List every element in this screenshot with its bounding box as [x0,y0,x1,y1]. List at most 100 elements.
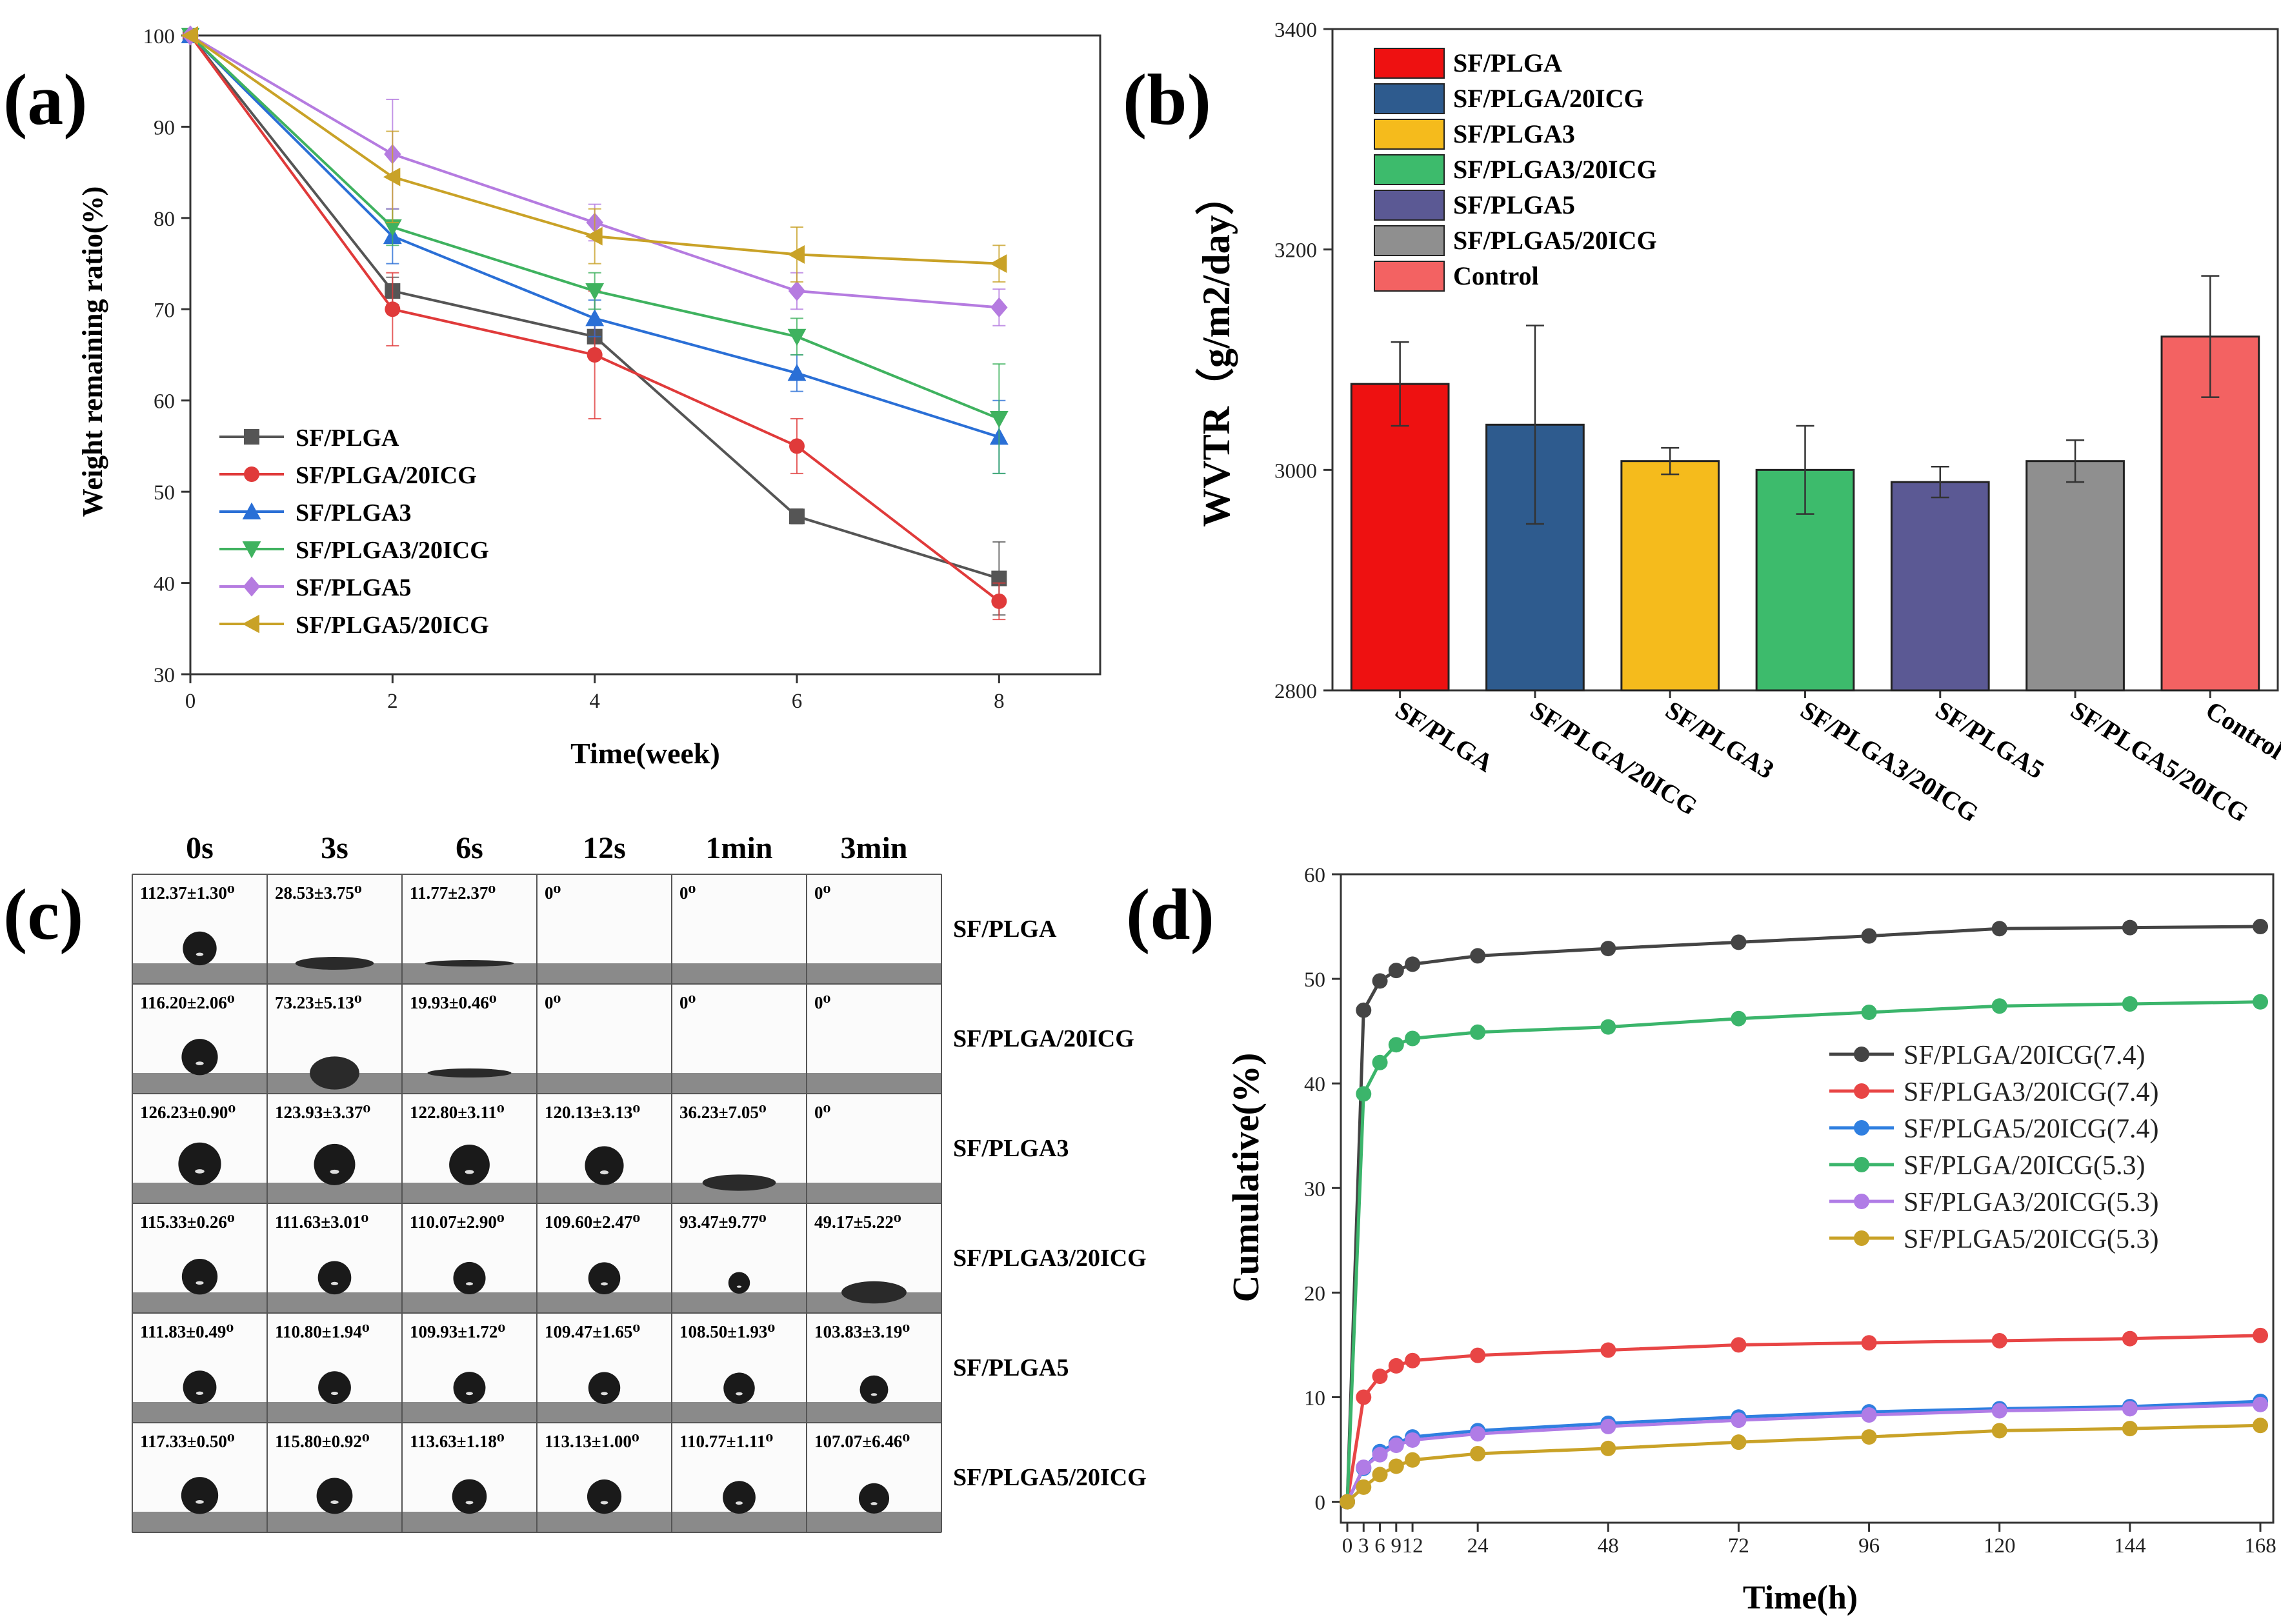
d-legend-marker-sf-plga3-20icg-5-3 [1854,1194,1869,1209]
panel-label-d: (d) [1126,875,1214,955]
c-droplet-sf-plga3-20icg [841,1281,907,1304]
d-point-sf-plga-20icg-7-4 [1861,928,1877,944]
a-point-sf-plga [789,508,805,525]
c-column-header-12s: 12s [583,831,626,865]
c-angle-label-sf-plga3-20icg: 111.63±3.01⁰ [275,1212,368,1232]
a-legend-marker-sf-plga5-20icg [242,614,259,634]
d-point-sf-plga5-20icg-5-3 [1388,1458,1404,1474]
a-point-sf-plga3-20icg [383,219,402,237]
c-angle-label-sf-plga3: 126.23±0.90⁰ [140,1103,236,1122]
a-ytick-label-30: 30 [154,664,175,687]
b-legend-label-sf-plga: SF/PLGA [1453,48,1562,77]
c-droplet-highlight [736,1285,742,1288]
d-point-sf-plga3-20icg-5-3 [1600,1418,1616,1434]
c-substrate [132,1512,267,1532]
a-legend-marker-sf-plga3 [242,502,261,519]
d-point-sf-plga-20icg-5-3 [1600,1019,1616,1035]
c-angle-label-sf-plga: 11.77±2.37⁰ [410,883,496,903]
c-droplet-sf-plga-20icg [181,1039,218,1076]
c-angle-label-sf-plga3-20icg: 109.60±2.47⁰ [545,1212,640,1232]
c-row-label-sf-plga: SF/PLGA [953,916,1057,943]
c-substrate [402,1292,537,1313]
d-point-sf-plga3-20icg-7-4 [2122,1330,2138,1347]
c-angle-label-sf-plga5-20icg: 107.07±6.46⁰ [814,1432,910,1451]
panel-label-a: (a) [3,60,88,140]
d-point-sf-plga-20icg-5-3 [2122,996,2138,1012]
c-substrate [267,1292,402,1313]
a-xtick-label-0: 0 [185,690,196,713]
d-point-sf-plga3-20icg-7-4 [1405,1352,1421,1368]
d-xtick-label-24: 24 [1467,1534,1489,1558]
c-angle-label-sf-plga-20icg: 0⁰ [814,993,831,1012]
c-substrate [402,1402,537,1423]
c-column-header-1min: 1min [705,831,772,865]
a-legend-label-sf-plga3-20icg: SF/PLGA3/20ICG [296,537,489,564]
panel-d-legend: SF/PLGA/20ICG(7.4) SF/PLGA3/20ICG(7.4) SF/… [1829,1041,2159,1254]
c-droplet-highlight [196,1391,204,1395]
c-droplet-sf-plga-20icg [310,1056,359,1090]
c-column-header-6s: 6s [456,831,483,865]
b-xtick-label-sf-plga5: SF/PLGA5 [1931,695,2049,784]
d-point-sf-plga3-20icg-7-4 [1372,1368,1388,1385]
d-point-sf-plga5-20icg-5-3 [1405,1452,1421,1468]
c-substrate [132,1183,267,1203]
c-substrate [267,1512,402,1532]
d-point-sf-plga-20icg-5-3 [1388,1037,1404,1053]
b-legend-swatch-sf-plga-20icg [1374,83,1445,114]
c-substrate [807,963,941,984]
c-substrate [537,1512,672,1532]
d-point-sf-plga5-20icg-5-3 [1991,1423,2007,1439]
c-droplet-sf-plga3 [585,1146,624,1185]
d-point-sf-plga-20icg-5-3 [1356,1086,1372,1102]
c-substrate [537,963,672,984]
a-legend-label-sf-plga5: SF/PLGA5 [296,574,411,601]
b-legend-swatch-control [1374,261,1445,292]
c-angle-label-sf-plga3: 0⁰ [814,1103,831,1122]
a-point-sf-plga-20icg [789,438,805,454]
c-droplet-highlight [196,952,204,956]
c-angle-label-sf-plga5: 108.50±1.93⁰ [679,1322,775,1341]
c-droplet-sf-plga [183,931,217,966]
c-droplet-highlight [330,1281,339,1285]
panel-a-ylabel: Weight remaining ratio(%) [77,186,108,517]
c-droplet-highlight [600,1501,608,1505]
a-legend-label-sf-plga: SF/PLGA [296,425,399,452]
panel-d-ylabel: Cumulative(%) [1225,1053,1267,1303]
panel-a-series [181,25,1009,621]
d-point-sf-plga3-20icg-7-4 [1356,1389,1372,1405]
d-legend-label-sf-plga3-20icg-7-4: SF/PLGA3/20ICG(7.4) [1904,1078,2159,1107]
c-substrate [672,1402,807,1423]
c-droplet-highlight [466,1392,473,1396]
c-droplet-highlight [735,1501,743,1505]
c-droplet-sf-plga3-20icg [453,1261,486,1295]
c-angle-label-sf-plga5-20icg: 117.33±0.50⁰ [140,1432,235,1451]
c-droplet-highlight [736,1392,743,1396]
d-point-sf-plga3-20icg-7-4 [1600,1342,1616,1358]
a-legend-marker-sf-plga3-20icg [242,541,261,559]
d-point-sf-plga-20icg-5-3 [1405,1030,1421,1047]
b-legend-label-sf-plga3: SF/PLGA3 [1453,119,1575,148]
b-legend-label-control: Control [1453,261,1539,290]
c-angle-label-sf-plga3: 120.13±3.13⁰ [545,1103,640,1122]
c-droplet-sf-plga5 [318,1371,351,1405]
d-point-sf-plga-20icg-7-4 [1470,948,1486,964]
c-droplet-sf-plga5-20icg [858,1483,890,1514]
d-xtick-label-12: 12 [1402,1534,1423,1558]
d-point-sf-plga3-20icg-7-4 [1470,1347,1486,1363]
d-point-sf-plga5-20icg-5-3 [1372,1467,1388,1483]
d-ytick-label-40: 40 [1304,1073,1325,1096]
c-substrate [672,1512,807,1532]
panel-a-xlabel: Time(week) [570,737,720,770]
d-point-sf-plga-20icg-5-3 [2253,994,2268,1010]
c-angle-label-sf-plga: 112.37±1.30⁰ [140,883,235,903]
c-angle-label-sf-plga-20icg: 73.23±5.13⁰ [275,993,362,1012]
c-column-header-3s: 3s [321,831,348,865]
b-bar-sf-plga [1350,383,1450,692]
c-substrate [807,1512,941,1532]
c-row-label-sf-plga5: SF/PLGA5 [953,1354,1069,1381]
c-droplet-sf-plga5 [453,1372,486,1404]
c-angle-label-sf-plga3-20icg: 110.07±2.90⁰ [410,1212,505,1232]
a-point-sf-plga3 [787,363,807,381]
c-droplet-sf-plga3 [314,1143,356,1185]
